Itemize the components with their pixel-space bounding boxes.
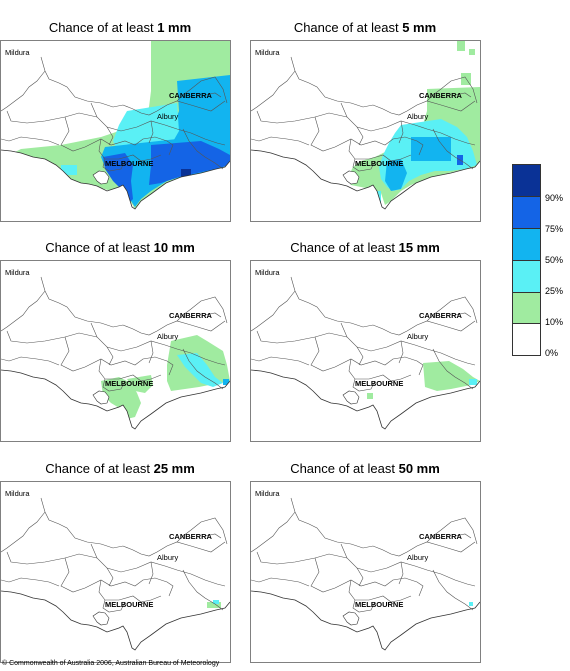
legend-label-50: 50% [545, 255, 564, 265]
state-borders [251, 56, 478, 172]
port-phillip-bay [92, 390, 110, 405]
place-labels: Mildura CANBERRA Albury MELBOURNE [255, 489, 463, 609]
map-5mm: Mildura CANBERRA Albury MELBOURNE [250, 40, 481, 222]
legend-swatch-25 [513, 261, 540, 293]
rainfall-probability-fill [67, 335, 230, 419]
state-borders [1, 276, 228, 392]
title-prefix: Chance of at least [45, 240, 154, 255]
coastline [251, 149, 480, 210]
panel-title-5mm: Chance of at least 5 mm [245, 20, 485, 35]
panel-title-1mm: Chance of at least 1 mm [0, 20, 240, 35]
title-prefix: Chance of at least [45, 461, 154, 476]
svg-text:CANBERRA: CANBERRA [419, 311, 463, 320]
svg-text:MELBOURNE: MELBOURNE [355, 379, 403, 388]
rainfall-probability-fill [207, 600, 221, 608]
title-amount: 15 mm [398, 240, 440, 255]
svg-text:CANBERRA: CANBERRA [169, 91, 213, 100]
svg-text:MELBOURNE: MELBOURNE [355, 600, 403, 609]
svg-text:Mildura: Mildura [5, 48, 30, 57]
svg-text:MELBOURNE: MELBOURNE [105, 600, 153, 609]
map-50mm: Mildura CANBERRA Albury MELBOURNE [250, 481, 481, 663]
map-25mm: Mildura CANBERRA Albury MELBOURNE [0, 481, 231, 663]
svg-text:Mildura: Mildura [5, 489, 30, 498]
copyright-notice: © Commonwealth of Australia 2006, Austra… [2, 660, 220, 667]
coastline [251, 590, 480, 651]
title-amount: 25 mm [153, 461, 195, 476]
legend-label-10: 10% [545, 317, 564, 327]
map-1mm: Mildura CANBERRA Albury MELBOURNE [0, 40, 231, 222]
panel-title-15mm: Chance of at least 15 mm [245, 240, 485, 255]
port-phillip-bay [92, 170, 110, 185]
panel-title-50mm: Chance of at least 50 mm [245, 461, 485, 476]
legend-swatch-50 [513, 229, 540, 261]
panel-title-25mm: Chance of at least 25 mm [0, 461, 240, 476]
state-borders [1, 56, 228, 172]
port-phillip-bay [342, 611, 360, 626]
place-labels: Mildura CANBERRA Albury MELBOURNE [5, 489, 213, 609]
title-prefix: Chance of at least [48, 20, 158, 35]
svg-text:MELBOURNE: MELBOURNE [105, 159, 153, 168]
title-prefix: Chance of at least [290, 461, 399, 476]
svg-text:Albury: Albury [407, 553, 429, 562]
coastline [251, 369, 480, 430]
panel-title-10mm: Chance of at least 10 mm [0, 240, 240, 255]
svg-text:CANBERRA: CANBERRA [419, 91, 463, 100]
coastline [1, 369, 230, 430]
legend-label-0: 0% [545, 348, 559, 358]
state-borders [1, 497, 228, 613]
port-phillip-bay [342, 170, 360, 185]
svg-text:Albury: Albury [157, 332, 179, 341]
svg-text:Mildura: Mildura [255, 48, 280, 57]
place-labels: Mildura CANBERRA Albury MELBOURNE [5, 268, 213, 388]
legend-label-90: 90% [545, 193, 564, 203]
port-phillip-bay [342, 390, 360, 405]
svg-text:CANBERRA: CANBERRA [419, 532, 463, 541]
title-amount: 50 mm [398, 461, 440, 476]
coastline [1, 149, 230, 210]
svg-text:Albury: Albury [157, 112, 179, 121]
svg-text:Mildura: Mildura [5, 268, 30, 277]
legend-label-25: 25% [545, 286, 564, 296]
title-prefix: Chance of at least [293, 20, 403, 35]
svg-text:Albury: Albury [407, 112, 429, 121]
title-amount: 5 mm [402, 20, 437, 35]
legend-swatch-75 [513, 197, 540, 229]
svg-text:Mildura: Mildura [255, 268, 280, 277]
svg-text:CANBERRA: CANBERRA [169, 532, 213, 541]
probability-legend [512, 164, 541, 356]
svg-text:Mildura: Mildura [255, 489, 280, 498]
place-labels: Mildura CANBERRA Albury MELBOURNE [5, 48, 213, 168]
svg-text:CANBERRA: CANBERRA [169, 311, 213, 320]
svg-text:Albury: Albury [407, 332, 429, 341]
title-amount: 10 mm [153, 240, 195, 255]
title-amount: 1 mm [157, 20, 192, 35]
place-labels: Mildura CANBERRA Albury MELBOURNE [255, 48, 463, 168]
svg-text:Albury: Albury [157, 553, 179, 562]
coastline [1, 590, 230, 651]
svg-text:MELBOURNE: MELBOURNE [355, 159, 403, 168]
legend-label-75: 75% [545, 224, 564, 234]
state-borders [251, 276, 478, 392]
map-10mm: Mildura CANBERRA Albury MELBOURNE [0, 260, 231, 442]
port-phillip-bay [92, 611, 110, 626]
svg-text:MELBOURNE: MELBOURNE [105, 379, 153, 388]
legend-swatch-90 [513, 165, 540, 197]
map-15mm: Mildura CANBERRA Albury MELBOURNE [250, 260, 481, 442]
legend-swatch-10 [513, 293, 540, 324]
title-prefix: Chance of at least [290, 240, 399, 255]
rainfall-probability-fill [469, 602, 473, 606]
place-labels: Mildura CANBERRA Albury MELBOURNE [255, 268, 463, 388]
state-borders [251, 497, 478, 613]
legend-swatch-0 [513, 324, 540, 354]
